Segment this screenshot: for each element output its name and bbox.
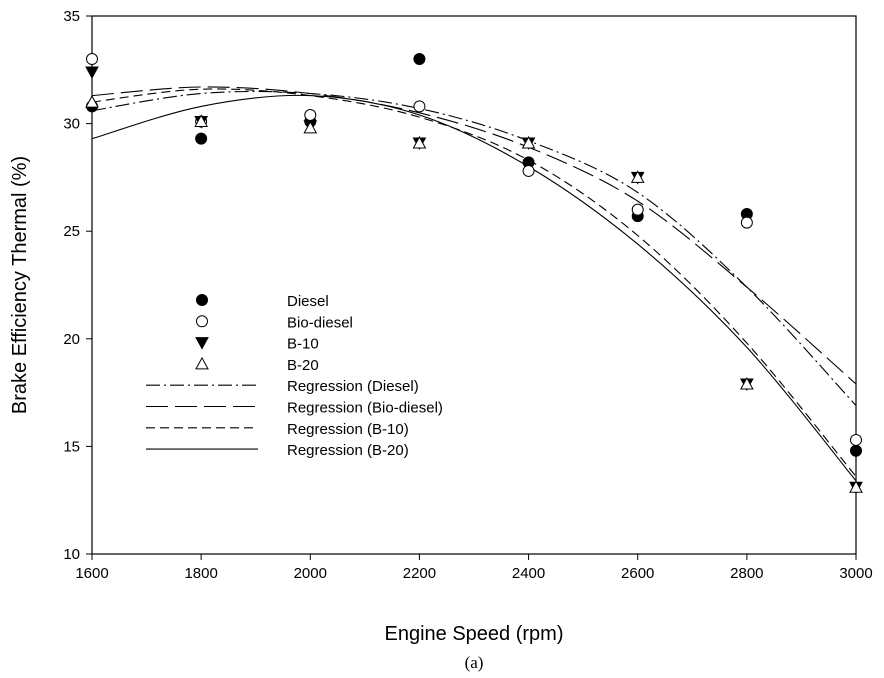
legend-regression-label-1: Regression (Bio-diesel) — [287, 400, 443, 417]
point-b-20 — [740, 376, 754, 390]
legend: Diesel Bio-diesel B-10 B-20 Regression (Dies… — [146, 293, 443, 459]
point-bio-diesel — [850, 433, 862, 446]
y-tick-label: 10 — [63, 546, 80, 563]
point-b-20 — [412, 135, 427, 149]
regression-line-3 — [91, 94, 857, 482]
y-tick-label: 30 — [63, 116, 80, 133]
legend-symbol-1 — [196, 315, 208, 328]
legend-regression-label-2: Regression (B-10) — [287, 421, 409, 438]
regression-curves — [91, 86, 857, 482]
y-axis-title: Brake Efficiency Thermal (%) — [9, 156, 31, 414]
point-b-20 — [521, 135, 536, 149]
legend-label-1: Bio-diesel — [287, 314, 353, 331]
regression-line-1 — [91, 86, 857, 385]
x-axis-title: Engine Speed (rpm) — [385, 623, 564, 645]
x-tick-label: 2000 — [294, 565, 327, 582]
figure-caption: (a) — [465, 653, 484, 672]
axis-ticks: 1600 1800 2000 2200 2400 2600 2800 3000 10 15 20 25… — [63, 8, 872, 582]
data-points — [85, 53, 863, 495]
point-bio-diesel — [740, 216, 753, 229]
point-bio-diesel — [413, 100, 426, 113]
legend-symbol-3 — [195, 356, 209, 370]
x-tick-label: 2200 — [403, 565, 436, 582]
legend-label-3: B-20 — [287, 357, 319, 374]
point-b-20 — [85, 95, 99, 108]
point-bio-diesel — [631, 203, 644, 216]
y-tick-label: 20 — [63, 331, 80, 348]
point-diesel — [850, 444, 862, 457]
x-tick-label: 1800 — [184, 565, 217, 582]
y-tick-label: 35 — [63, 8, 80, 25]
x-tick-label: 3000 — [839, 565, 872, 582]
point-diesel — [195, 132, 208, 145]
point-bio-diesel — [86, 53, 98, 66]
y-tick-label: 15 — [63, 438, 80, 455]
point-b-20 — [849, 480, 863, 493]
x-tick-label: 2600 — [621, 565, 654, 582]
point-bio-diesel — [304, 108, 317, 121]
legend-regression-label-0: Regression (Diesel) — [287, 378, 419, 395]
legend-symbol-2 — [195, 337, 209, 350]
x-tick-label: 2800 — [730, 565, 763, 582]
legend-regression-label-3: Regression (B-20) — [287, 442, 409, 459]
point-b-20 — [303, 120, 318, 134]
point-b-20 — [194, 114, 208, 127]
point-b-10 — [85, 66, 99, 79]
y-tick-label: 25 — [63, 223, 80, 240]
regression-line-2 — [91, 88, 857, 477]
legend-symbol-0 — [196, 294, 208, 306]
point-diesel — [413, 53, 426, 66]
point-b-20 — [630, 170, 645, 183]
point-bio-diesel — [522, 164, 535, 177]
x-tick-label: 2400 — [512, 565, 545, 582]
legend-label-0: Diesel — [287, 293, 329, 310]
x-tick-label: 1600 — [75, 565, 108, 582]
legend-label-2: B-10 — [287, 336, 319, 353]
plot-frame — [91, 15, 857, 555]
